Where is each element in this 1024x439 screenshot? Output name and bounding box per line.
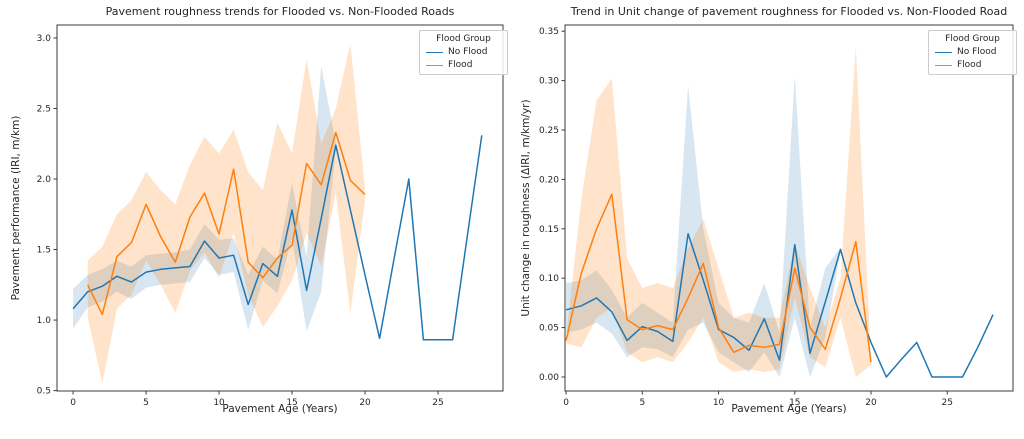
x-tick-label: 0: [70, 398, 76, 408]
legend-entry-no-flood: No Flood: [426, 47, 503, 57]
y-tick-label: 0.25: [539, 126, 559, 136]
x-tick-label: 25: [942, 398, 953, 408]
left-chart-legend: Flood Group No Flood Flood: [419, 30, 508, 75]
legend-entry-flood: Flood: [935, 60, 1012, 70]
right-chart-legend: Flood Group No Flood Flood: [928, 30, 1017, 75]
y-tick-label: 0.10: [539, 274, 559, 284]
x-tick-label: 20: [359, 398, 371, 408]
left-chart-x-axis-label: Pavement Age (Years): [222, 403, 338, 415]
no-flood-confidence-band: [566, 75, 841, 377]
legend-label-flood: Flood: [448, 60, 473, 70]
legend-title: Flood Group: [436, 34, 491, 44]
no-flood-confidence-band: [73, 66, 336, 332]
plot-border: [56, 24, 504, 392]
y-tick-label: 0.35: [539, 27, 559, 37]
legend-entry-flood: Flood: [426, 60, 503, 70]
y-tick-label: 0.30: [539, 77, 559, 87]
y-tick-label: 0.15: [539, 225, 559, 235]
y-tick-label: 0.20: [539, 175, 559, 185]
x-tick-label: 10: [713, 398, 725, 408]
y-tick-label: 1.0: [37, 316, 52, 326]
y-tick-label: 0.00: [539, 373, 559, 383]
y-tick-label: 2.5: [37, 104, 51, 114]
right-chart-canvas: 0 5 10 15 20 25 0.00 0.05 0.10 0.15 0.20 0.25 0.30 0.…: [539, 24, 1014, 408]
flood-line-swatch: [935, 64, 952, 66]
left-chart-y-axis-label: Pavement performance (IRI, m/km): [10, 115, 22, 301]
x-tick-label: 0: [563, 398, 569, 408]
right-chart-title: Trend in Unit change of pavement roughne…: [570, 5, 1008, 18]
x-tick-label: 15: [789, 398, 800, 408]
right-chart-x-axis-label: Pavement Age (Years): [731, 403, 847, 415]
x-tick-label: 5: [639, 398, 645, 408]
flood-confidence-band: [566, 46, 871, 377]
y-tick-label: 3.0: [37, 34, 52, 44]
x-tick-label: 5: [143, 398, 149, 408]
y-tick-label: 1.5: [37, 246, 51, 256]
y-tick-label: 0.5: [37, 387, 51, 397]
flood-line: [87, 131, 366, 316]
flood-confidence-band: [87, 43, 365, 384]
left-chart-canvas: 0 5 10 15 20 25 0.5 1.0 1.5 2.0 2.5 3.0: [37, 24, 504, 408]
x-tick-label: 10: [213, 398, 225, 408]
no-flood-line: [565, 232, 994, 378]
legend-label-flood: Flood: [957, 60, 982, 70]
x-tick-label: 25: [432, 398, 443, 408]
right-figure: 0 5 10 15 20 25 0.00 0.05 0.10 0.15 0.20 0.25 0.30 0.…: [512, 0, 1024, 439]
x-tick-label: 15: [286, 398, 297, 408]
x-tick-label: 20: [865, 398, 877, 408]
legend-entry-no-flood: No Flood: [935, 47, 1012, 57]
legend-title: Flood Group: [945, 34, 1000, 44]
y-tick-label: 2.0: [37, 175, 52, 185]
no-flood-line-swatch: [935, 51, 952, 53]
right-chart-y-axis-label: Unit change in roughness (ΔIRI, m/km/yr): [520, 99, 532, 317]
flood-line-swatch: [426, 64, 443, 66]
left-chart-title: Pavement roughness trends for Flooded vs…: [105, 5, 455, 18]
no-flood-line: [72, 135, 483, 341]
plot-border: [564, 24, 1014, 392]
no-flood-line-swatch: [426, 51, 443, 53]
legend-label-no-flood: No Flood: [448, 47, 488, 57]
left-figure: 0 5 10 15 20 25 0.5 1.0 1.5 2.0 2.5 3.0 Pavement ro…: [10, 5, 508, 415]
flood-line: [565, 193, 872, 363]
y-tick-label: 0.05: [539, 324, 559, 334]
legend-label-no-flood: No Flood: [957, 47, 997, 57]
